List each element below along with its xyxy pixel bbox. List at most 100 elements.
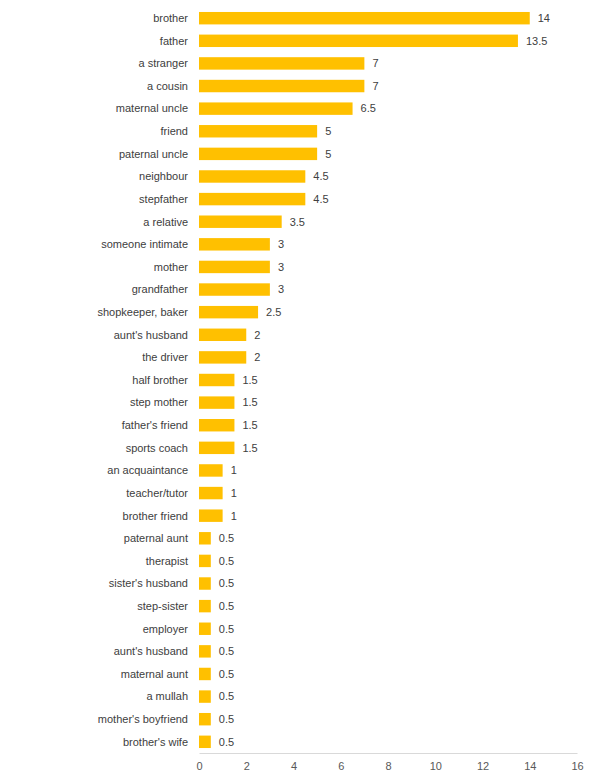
data-label: 13.5	[526, 35, 547, 47]
x-tick: 4	[291, 753, 297, 772]
bar	[199, 148, 317, 160]
bar	[199, 215, 282, 227]
bars	[199, 12, 530, 748]
bar	[199, 283, 270, 295]
x-tick-label: 10	[430, 760, 442, 772]
chart: brotherfathera strangera cousinmaternal …	[0, 0, 591, 784]
data-label: 4.5	[313, 170, 328, 182]
bar	[199, 102, 353, 114]
data-label: 0.5	[219, 668, 234, 680]
data-label: 7	[372, 80, 378, 92]
bar	[199, 668, 211, 680]
data-labels: 1413.5776.5554.54.53.53332.5221.51.51.51…	[219, 12, 550, 748]
category-label: father's friend	[122, 419, 188, 431]
data-label: 2.5	[266, 306, 281, 318]
category-labels: brotherfathera strangera cousinmaternal …	[97, 12, 188, 748]
x-tick: 0	[196, 753, 202, 772]
x-tick: 14	[524, 753, 536, 772]
x-tick-label: 6	[338, 760, 344, 772]
data-label: 1	[231, 487, 237, 499]
data-label: 0.5	[219, 713, 234, 725]
data-label: 0.5	[219, 532, 234, 544]
bar	[199, 600, 211, 612]
category-label: aunt's husband	[114, 329, 188, 341]
data-label: 3	[278, 261, 284, 273]
bar	[199, 306, 258, 318]
category-label: maternal uncle	[116, 102, 188, 114]
bar	[199, 419, 234, 431]
category-label: brother friend	[123, 510, 188, 522]
bar	[199, 509, 223, 521]
bar	[199, 487, 223, 499]
data-label: 1	[231, 510, 237, 522]
category-label: an acquaintance	[107, 464, 188, 476]
category-label: the driver	[142, 351, 188, 363]
data-label: 0.5	[219, 736, 234, 748]
x-tick: 16	[571, 753, 583, 772]
category-label: someone intimate	[101, 238, 188, 250]
x-axis-line	[200, 753, 578, 754]
x-tick-label: 2	[244, 760, 250, 772]
category-label: paternal aunt	[124, 532, 188, 544]
category-label: employer	[143, 623, 189, 635]
category-label: a relative	[143, 216, 188, 228]
data-label: 1.5	[242, 419, 257, 431]
data-label: 14	[538, 12, 550, 24]
category-label: half brother	[132, 374, 188, 386]
bar	[199, 623, 211, 635]
category-label: paternal uncle	[119, 148, 188, 160]
data-label: 1.5	[242, 396, 257, 408]
bar	[199, 261, 270, 273]
bar	[199, 80, 364, 92]
x-axis: 0 2 4 6 8 10 12 14 16	[196, 753, 583, 772]
data-label: 0.5	[219, 623, 234, 635]
x-tick: 12	[477, 753, 489, 772]
bar	[199, 329, 246, 341]
data-label: 0.5	[219, 555, 234, 567]
data-label: 3	[278, 283, 284, 295]
x-tick-label: 12	[477, 760, 489, 772]
x-tick-label: 16	[571, 760, 583, 772]
category-label: step-sister	[137, 600, 188, 612]
data-label: 5	[325, 148, 331, 160]
data-label: 6.5	[361, 102, 376, 114]
x-tick: 2	[244, 753, 250, 772]
x-tick-label: 14	[524, 760, 536, 772]
bar	[199, 12, 530, 24]
data-label: 0.5	[219, 645, 234, 657]
data-label: 1	[231, 464, 237, 476]
bar	[199, 713, 211, 725]
bar	[199, 442, 234, 454]
category-label: grandfather	[132, 283, 189, 295]
bar	[199, 555, 211, 567]
data-label: 0.5	[219, 600, 234, 612]
data-label: 0.5	[219, 577, 234, 589]
category-label: brother	[153, 12, 188, 24]
category-label: mother	[154, 261, 189, 273]
bar	[199, 374, 234, 386]
category-label: step mother	[130, 396, 188, 408]
category-label: sister's husband	[109, 577, 188, 589]
bar	[199, 577, 211, 589]
data-label: 3	[278, 238, 284, 250]
category-label: sports coach	[126, 442, 188, 454]
data-label: 4.5	[313, 193, 328, 205]
x-tick: 6	[338, 753, 344, 772]
category-label: a mullah	[146, 690, 188, 702]
bar	[199, 238, 270, 250]
category-label: therapist	[146, 555, 188, 567]
category-label: shopkeeper, baker	[97, 306, 188, 318]
x-tick: 8	[385, 753, 391, 772]
data-label: 7	[372, 57, 378, 69]
category-label: a stranger	[138, 57, 188, 69]
category-label: stepfather	[139, 193, 188, 205]
category-label: brother's wife	[123, 736, 188, 748]
category-label: aunt's husband	[114, 645, 188, 657]
category-label: neighbour	[139, 170, 188, 182]
x-tick-label: 4	[291, 760, 297, 772]
bar	[199, 170, 305, 182]
bar	[199, 351, 246, 363]
data-label: 2	[254, 329, 260, 341]
bar	[199, 125, 317, 137]
bar	[199, 464, 223, 476]
